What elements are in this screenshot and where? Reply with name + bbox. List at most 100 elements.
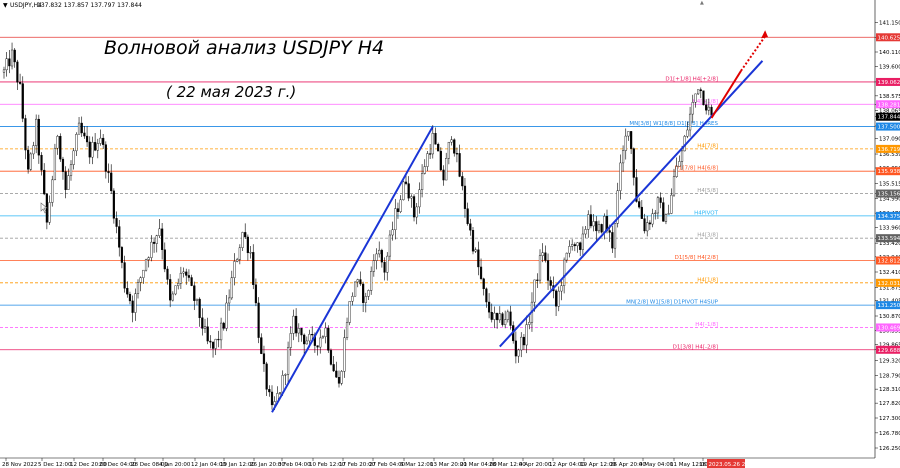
candle-body xyxy=(402,181,405,201)
candle-body xyxy=(437,144,440,152)
wave-layer xyxy=(271,30,769,413)
candle-body xyxy=(209,340,212,343)
level-price-tag xyxy=(876,234,900,243)
candle-body xyxy=(40,154,43,171)
candle-body xyxy=(284,374,287,376)
candle-body xyxy=(461,176,464,187)
candle-body xyxy=(303,334,306,345)
candle-body xyxy=(158,228,161,236)
price-tick-label: 134.990 xyxy=(879,196,900,202)
candle-body xyxy=(388,234,392,257)
price-tick-label: 132.410 xyxy=(879,270,900,276)
candle-body xyxy=(72,150,75,165)
candle-body xyxy=(675,166,678,177)
candle-body xyxy=(557,290,560,307)
time-cursor-label: 2023.05.26 20:00 xyxy=(709,462,759,468)
candle-body xyxy=(356,279,359,283)
price-tick-label: 138.065 xyxy=(879,108,900,114)
analysis-date: ( 22 мая 2023 г.) xyxy=(166,83,296,101)
candle-body xyxy=(581,233,584,250)
level-price-tag xyxy=(876,211,900,220)
candle-body xyxy=(27,149,30,170)
candle-body xyxy=(383,261,386,273)
candle-body xyxy=(327,327,330,351)
candle-body xyxy=(450,139,453,143)
candle-body xyxy=(177,283,180,286)
collapse-arrow-icon[interactable]: ▼ xyxy=(3,2,8,9)
candle-body xyxy=(225,302,228,329)
candle-body xyxy=(190,277,193,286)
time-tick-label: 28 Dec 08:00 xyxy=(131,462,168,468)
time-tick-label: 26 Apr 20:00 xyxy=(610,462,646,468)
candle-body xyxy=(51,179,54,203)
candles-layer xyxy=(2,42,713,410)
level-label: D1[3/8] H4[-2/8] xyxy=(673,344,718,350)
level-price-tag xyxy=(876,122,900,131)
candle-body xyxy=(174,285,177,295)
candle-body xyxy=(91,142,94,158)
level-price-tag-label: 135.156 xyxy=(878,192,900,198)
candle-body xyxy=(139,277,142,283)
candle-body xyxy=(640,206,643,219)
price-tick-label: 126.250 xyxy=(879,446,900,452)
candle-body xyxy=(222,322,225,329)
forecast-line-dotted xyxy=(740,35,766,72)
candle-body xyxy=(324,327,327,337)
level-price-tag xyxy=(876,345,900,354)
candle-body xyxy=(18,81,22,84)
time-tick-label: 4 Apr 20:00 xyxy=(519,462,552,468)
candle-body xyxy=(83,132,86,137)
candle-body xyxy=(455,153,459,155)
candle-body xyxy=(506,311,509,320)
time-tick-label: 4 Jan 20:00 xyxy=(159,462,191,468)
time-tick-label: 19 Jan 12:00 xyxy=(220,462,255,468)
level-price-tag-label: 132.031 xyxy=(878,281,900,287)
candle-body xyxy=(560,285,563,292)
candle-body xyxy=(16,61,19,83)
level-label: MN[3/8] W1[8/8] D1[8/8] H4RES xyxy=(629,121,718,127)
candle-body xyxy=(549,280,552,286)
candle-body xyxy=(102,137,105,145)
candle-body xyxy=(691,102,694,115)
candle-body xyxy=(399,199,402,212)
time-tick-label: 10 Feb 12:00 xyxy=(309,462,346,468)
candle-body xyxy=(252,252,255,285)
candle-body xyxy=(316,345,319,348)
candle-body xyxy=(179,272,182,284)
candle-body xyxy=(638,201,641,208)
candle-body xyxy=(115,218,118,227)
time-tick-label: 21 Mar 04:00 xyxy=(460,462,497,468)
candle-body xyxy=(214,338,217,349)
candle-body xyxy=(445,158,448,181)
candle-body xyxy=(85,135,89,143)
candle-body xyxy=(643,218,646,232)
candle-body xyxy=(311,333,314,336)
candle-body xyxy=(364,296,367,303)
candle-body xyxy=(155,235,158,244)
candle-body xyxy=(278,392,282,394)
candle-body xyxy=(236,259,239,262)
candle-body xyxy=(469,223,472,231)
candle-body xyxy=(32,145,35,155)
candle-body xyxy=(163,249,166,270)
level-label: D1[7/8] H4[6/8] xyxy=(675,166,718,172)
candle-body xyxy=(107,171,110,174)
candle-body xyxy=(80,122,83,134)
level-price-tag xyxy=(876,278,900,287)
candle-body xyxy=(546,260,550,281)
candle-body xyxy=(688,113,692,131)
candle-body xyxy=(627,131,630,137)
candle-body xyxy=(340,371,343,384)
candle-body xyxy=(394,208,397,231)
level-label: H4[-1/8] xyxy=(695,322,718,328)
candle-body xyxy=(24,118,27,151)
candle-body xyxy=(13,49,16,63)
candle-body xyxy=(241,232,244,248)
level-price-tag-label: 135.938 xyxy=(878,169,900,175)
candle-body xyxy=(522,336,526,346)
candle-body xyxy=(501,313,504,325)
candle-body xyxy=(10,49,14,67)
candle-body xyxy=(487,301,491,313)
